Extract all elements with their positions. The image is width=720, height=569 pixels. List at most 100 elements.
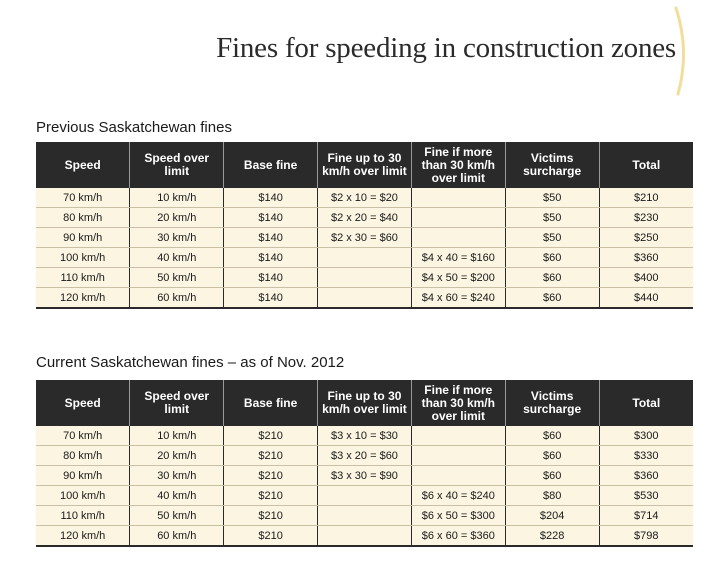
cell-speed: 100 km/h: [36, 485, 130, 506]
header-base-fine: Base fine: [223, 380, 318, 426]
header-victims-surcharge: Victims surcharge: [504, 142, 600, 188]
header-victims-surcharge: Victims surcharge: [504, 380, 600, 426]
cell-victims-surcharge: $60: [504, 287, 600, 309]
cell-total: $714: [598, 505, 693, 526]
cell-fine-up-to-30: [317, 485, 412, 506]
cell-victims-surcharge: $80: [504, 485, 600, 506]
cell-speed-over-limit: 20 km/h: [129, 207, 224, 228]
cell-speed: 70 km/h: [36, 426, 130, 446]
header-base-fine: Base fine: [223, 142, 318, 188]
table-row: 90 km/h 30 km/h $140 $2 x 30 = $60 $50 $250: [36, 227, 693, 248]
header-speed: Speed: [36, 380, 130, 426]
cell-speed: 80 km/h: [36, 445, 130, 466]
cell-fine-more-than-30: [410, 207, 506, 228]
table-row: 80 km/h 20 km/h $140 $2 x 20 = $40 $50 $230: [36, 207, 693, 228]
cell-speed-over-limit: 10 km/h: [129, 426, 224, 446]
cell-fine-up-to-30: $3 x 10 = $30: [317, 426, 412, 446]
cell-speed-over-limit: 10 km/h: [129, 188, 224, 208]
cell-fine-more-than-30: [410, 227, 506, 248]
cell-speed-over-limit: 30 km/h: [129, 465, 224, 486]
cell-total: $360: [598, 247, 693, 268]
cell-speed-over-limit: 50 km/h: [129, 267, 224, 288]
header-fine-up-to-30: Fine up to 30 km/h over limit: [317, 142, 412, 188]
table-row: 90 km/h 30 km/h $210 $3 x 30 = $90 $60 $360: [36, 465, 693, 486]
table-row: 80 km/h 20 km/h $210 $3 x 20 = $60 $60 $330: [36, 445, 693, 466]
cell-victims-surcharge: $50: [504, 227, 600, 248]
cell-speed-over-limit: 60 km/h: [129, 287, 224, 309]
cell-fine-up-to-30: $2 x 20 = $40: [317, 207, 412, 228]
cell-base-fine: $210: [223, 485, 318, 506]
cell-speed: 100 km/h: [36, 247, 130, 268]
cell-total: $210: [598, 188, 693, 208]
header-fine-more-than-30: Fine if more than 30 km/h over limit: [410, 380, 506, 426]
cell-speed-over-limit: 40 km/h: [129, 485, 224, 506]
cell-fine-up-to-30: [317, 267, 412, 288]
cell-base-fine: $140: [223, 188, 318, 208]
cell-fine-more-than-30: $4 x 50 = $200: [410, 267, 506, 288]
table-row: 70 km/h 10 km/h $140 $2 x 10 = $20 $50 $210: [36, 188, 693, 208]
current-fines-table: Speed Speed over limit Base fine Fine up…: [36, 380, 693, 547]
cell-fine-more-than-30: $4 x 60 = $240: [410, 287, 506, 309]
cell-fine-more-than-30: [410, 426, 506, 446]
page-title: Fines for speeding in construction zones: [216, 32, 676, 64]
cell-fine-more-than-30: [410, 445, 506, 466]
cell-total: $300: [598, 426, 693, 446]
header-total: Total: [598, 380, 693, 426]
cell-speed: 90 km/h: [36, 465, 130, 486]
header-fine-up-to-30: Fine up to 30 km/h over limit: [317, 380, 412, 426]
cell-total: $230: [598, 207, 693, 228]
cell-base-fine: $210: [223, 505, 318, 526]
cell-victims-surcharge: $228: [504, 525, 600, 547]
header-speed: Speed: [36, 142, 130, 188]
cell-fine-up-to-30: [317, 287, 412, 309]
cell-fine-more-than-30: [410, 465, 506, 486]
cell-fine-up-to-30: [317, 525, 412, 547]
cell-speed: 70 km/h: [36, 188, 130, 208]
cell-victims-surcharge: $60: [504, 247, 600, 268]
cell-base-fine: $140: [223, 207, 318, 228]
cell-speed-over-limit: 50 km/h: [129, 505, 224, 526]
cell-base-fine: $210: [223, 445, 318, 466]
cell-base-fine: $140: [223, 227, 318, 248]
cell-base-fine: $210: [223, 525, 318, 547]
cell-victims-surcharge: $50: [504, 188, 600, 208]
cell-fine-more-than-30: $6 x 50 = $300: [410, 505, 506, 526]
cell-fine-up-to-30: $3 x 30 = $90: [317, 465, 412, 486]
cell-fine-more-than-30: $4 x 40 = $160: [410, 247, 506, 268]
table-row: 110 km/h 50 km/h $210 $6 x 50 = $300 $204 $71…: [36, 505, 693, 526]
cell-base-fine: $140: [223, 247, 318, 268]
cell-victims-surcharge: $60: [504, 445, 600, 466]
table-row: 120 km/h 60 km/h $140 $4 x 60 = $240 $60 $440: [36, 287, 693, 309]
cell-total: $330: [598, 445, 693, 466]
cell-fine-more-than-30: [410, 188, 506, 208]
cell-fine-up-to-30: $3 x 20 = $60: [317, 445, 412, 466]
cell-speed: 110 km/h: [36, 267, 130, 288]
table-row: 100 km/h 40 km/h $140 $4 x 40 = $160 $60 $360: [36, 247, 693, 268]
table-row: 70 km/h 10 km/h $210 $3 x 10 = $30 $60 $300: [36, 426, 693, 446]
cell-base-fine: $210: [223, 465, 318, 486]
cell-total: $360: [598, 465, 693, 486]
cell-speed: 120 km/h: [36, 525, 130, 547]
table-row: 100 km/h 40 km/h $210 $6 x 40 = $240 $80 $530: [36, 485, 693, 506]
cell-fine-up-to-30: $2 x 10 = $20: [317, 188, 412, 208]
header-speed-over-limit: Speed over limit: [129, 142, 224, 188]
cell-victims-surcharge: $50: [504, 207, 600, 228]
cell-fine-up-to-30: [317, 247, 412, 268]
cell-speed: 90 km/h: [36, 227, 130, 248]
header-total: Total: [598, 142, 693, 188]
cell-fine-more-than-30: $6 x 60 = $360: [410, 525, 506, 547]
decorative-curve: [674, 6, 685, 96]
table-header-row: Speed Speed over limit Base fine Fine up…: [36, 380, 693, 426]
table-row: 120 km/h 60 km/h $210 $6 x 60 = $360 $228 $79…: [36, 525, 693, 547]
cell-victims-surcharge: $60: [504, 267, 600, 288]
cell-total: $250: [598, 227, 693, 248]
cell-total: $530: [598, 485, 693, 506]
previous-fines-table: Speed Speed over limit Base fine Fine up…: [36, 142, 693, 309]
cell-victims-surcharge: $204: [504, 505, 600, 526]
section-title-current: Current Saskatchewan fines – as of Nov. …: [36, 354, 345, 371]
cell-speed: 110 km/h: [36, 505, 130, 526]
cell-total: $440: [598, 287, 693, 309]
header-speed-over-limit: Speed over limit: [129, 380, 224, 426]
section-title-previous: Previous Saskatchewan fines: [36, 119, 232, 136]
header-fine-more-than-30: Fine if more than 30 km/h over limit: [410, 142, 506, 188]
